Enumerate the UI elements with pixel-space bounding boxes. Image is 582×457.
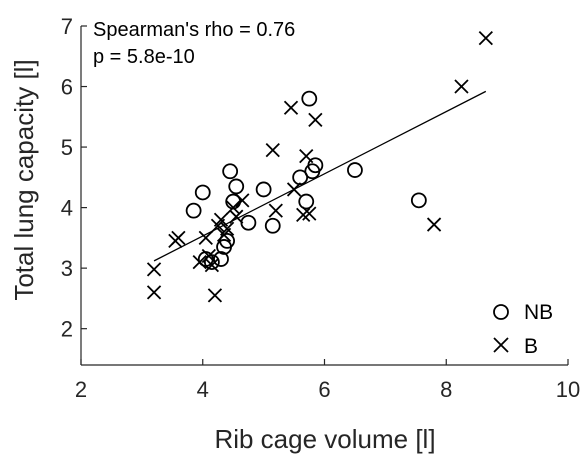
point-b <box>265 142 280 158</box>
point-b <box>146 262 162 277</box>
point-nb <box>410 192 427 209</box>
point-nb <box>347 162 363 178</box>
data-points <box>146 30 493 303</box>
point-nb <box>213 251 229 267</box>
point-b <box>308 112 323 127</box>
x-tick-label: 10 <box>556 377 580 402</box>
y-tick-label: 2 <box>61 317 73 342</box>
point-b <box>198 230 213 246</box>
y-tick-label: 7 <box>61 14 73 39</box>
axes: 2 4 6 8 10 2 3 4 5 6 7 <box>61 14 580 402</box>
y-axis-label: Total lung capacity [l] <box>9 59 39 300</box>
y-tick-label: 6 <box>61 75 73 100</box>
legend-label-b: B <box>524 335 538 358</box>
point-b <box>235 193 250 208</box>
point-nb <box>194 184 211 201</box>
point-b <box>426 217 442 232</box>
point-b <box>146 285 162 300</box>
point-nb <box>203 254 220 270</box>
point-b <box>286 182 302 197</box>
fit-line-group <box>153 90 487 262</box>
point-b <box>229 209 244 224</box>
point-nb <box>307 157 324 174</box>
point-nb <box>222 163 239 180</box>
point-nb <box>240 214 257 231</box>
point-b <box>204 257 220 273</box>
point-nb <box>301 90 318 107</box>
point-b <box>268 203 283 218</box>
point-nb <box>228 178 245 195</box>
point-b <box>171 230 186 246</box>
point-b <box>296 207 311 223</box>
legend-label-nb: NB <box>524 301 553 324</box>
point-b <box>226 200 241 215</box>
point-nb <box>185 202 202 219</box>
point-b <box>302 206 317 221</box>
point-b <box>213 212 229 227</box>
legend-circle-marker <box>493 304 509 320</box>
point-b <box>219 221 235 236</box>
annotation-p-value: p = 5.8e-10 <box>93 46 195 68</box>
point-b <box>201 248 216 264</box>
point-b <box>192 254 207 270</box>
x-tick-label: 8 <box>440 377 452 402</box>
point-b <box>454 79 469 94</box>
point-b <box>299 149 314 164</box>
x-tick-label: 6 <box>318 377 330 402</box>
point-b <box>283 100 299 115</box>
y-tick-label: 3 <box>61 256 73 281</box>
y-tick-label: 4 <box>61 196 73 221</box>
x-tick-label: 2 <box>75 377 87 402</box>
regression-line <box>153 90 487 262</box>
point-b <box>207 288 223 303</box>
point-nb <box>264 217 281 234</box>
point-nb <box>255 181 272 198</box>
point-b <box>478 30 493 46</box>
point-nb <box>298 193 315 210</box>
legend-x-marker <box>493 337 509 353</box>
x-tick-label: 4 <box>197 377 209 402</box>
legend: NB B <box>493 301 553 358</box>
y-tick-label: 5 <box>61 135 73 160</box>
x-axis-label: Rib cage volume [l] <box>214 424 435 454</box>
annotation-rho: Spearman's rho = 0.76 <box>93 19 295 41</box>
point-nb <box>219 233 236 249</box>
